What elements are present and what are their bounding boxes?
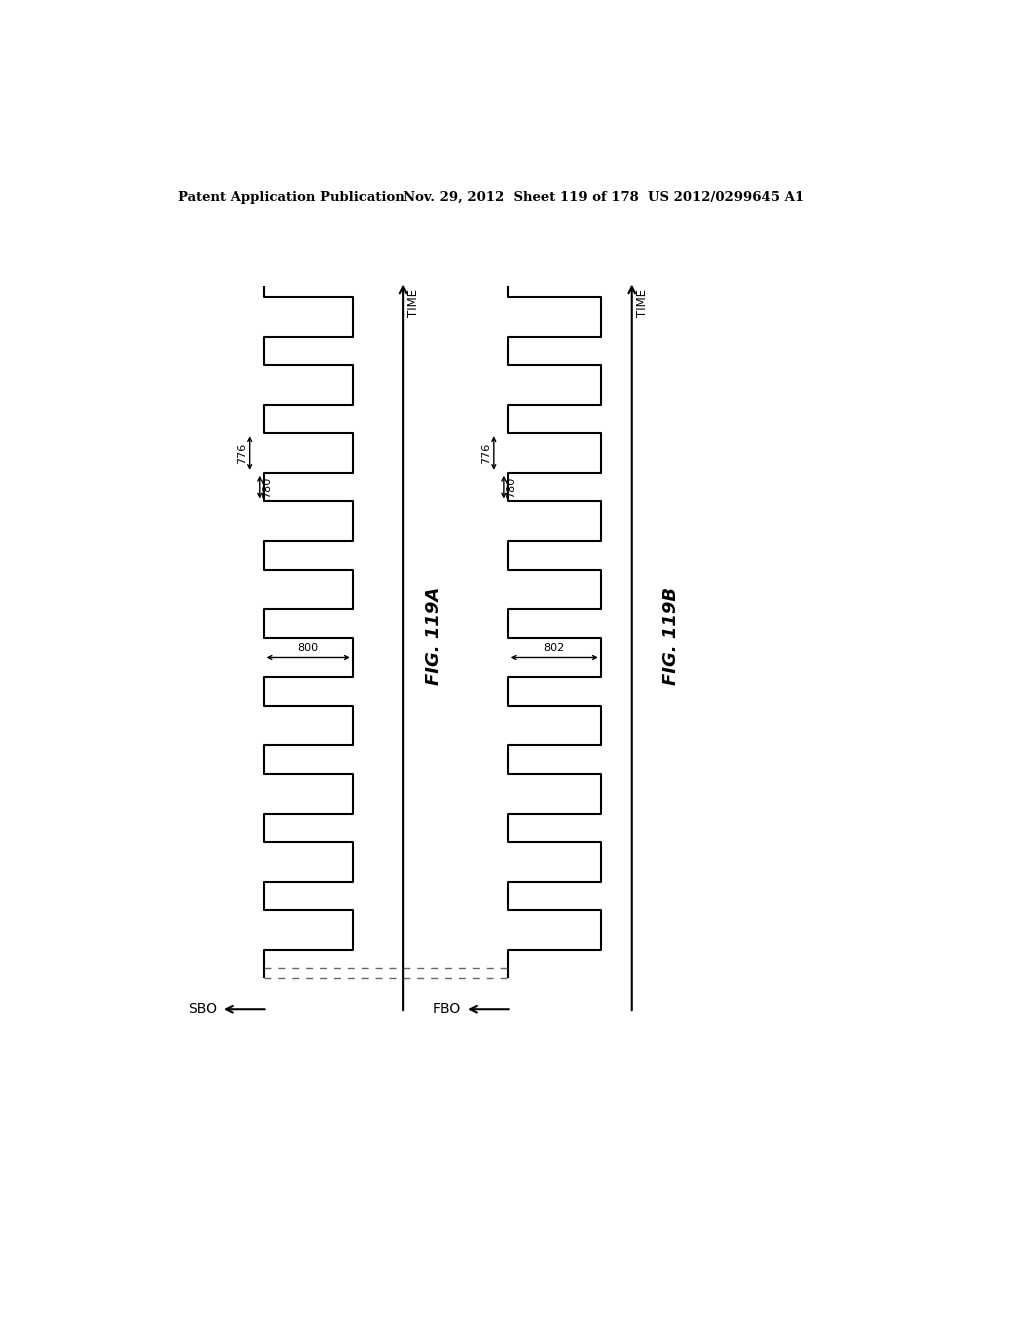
Text: 800: 800: [298, 643, 318, 653]
Text: FIG. 119A: FIG. 119A: [425, 586, 443, 685]
Text: SBO: SBO: [188, 1002, 217, 1016]
Text: TIME: TIME: [636, 289, 648, 317]
Text: 780: 780: [506, 477, 516, 498]
Text: 780: 780: [262, 477, 272, 498]
Text: Patent Application Publication: Patent Application Publication: [178, 191, 406, 203]
Text: FBO: FBO: [433, 1002, 461, 1016]
Text: FIG. 119B: FIG. 119B: [662, 586, 680, 685]
Text: 776: 776: [481, 442, 492, 463]
Text: 776: 776: [238, 442, 248, 463]
Text: 802: 802: [544, 643, 565, 653]
Text: Nov. 29, 2012  Sheet 119 of 178  US 2012/0299645 A1: Nov. 29, 2012 Sheet 119 of 178 US 2012/0…: [403, 191, 804, 203]
Text: TIME: TIME: [407, 289, 420, 317]
